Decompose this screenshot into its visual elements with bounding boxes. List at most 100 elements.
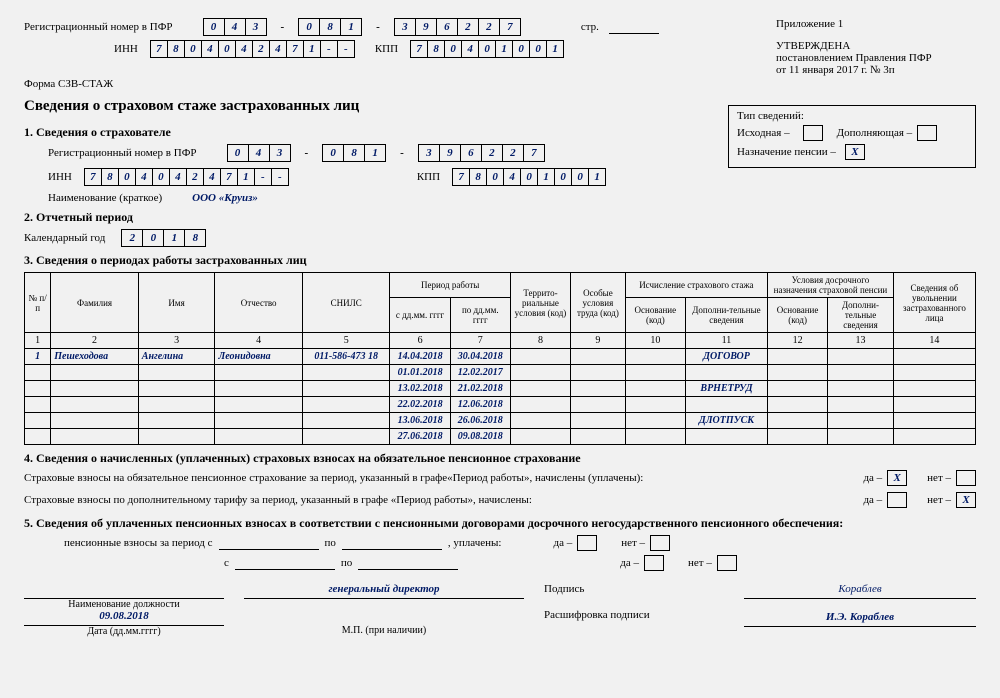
- pension-mark[interactable]: X: [845, 144, 865, 160]
- table-cell: [25, 429, 51, 445]
- table-cell: [302, 429, 390, 445]
- s5-po2: по: [341, 557, 352, 569]
- s5-no2: нет –: [688, 557, 712, 569]
- table-row: 27.06.201809.08.2018: [25, 429, 976, 445]
- s4-yes2: да –: [863, 494, 882, 506]
- digit-cell: 0: [571, 168, 589, 186]
- digit-cell: 4: [461, 40, 479, 58]
- table-cell: [768, 381, 828, 397]
- name-label: Наименование (краткое): [48, 192, 162, 204]
- digit-cell: 9: [439, 144, 461, 162]
- table-cell: 30.04.2018: [450, 349, 510, 365]
- s5-no-mark[interactable]: [650, 535, 670, 551]
- s4-yes1-mark[interactable]: X: [887, 470, 907, 486]
- table-cell: [625, 397, 685, 413]
- s1-reg1: 043: [227, 144, 291, 162]
- table-cell: [828, 429, 894, 445]
- digit-cell: 0: [444, 40, 462, 58]
- s4-no1-mark[interactable]: [956, 470, 976, 486]
- form-code: Форма СЗВ-СТАЖ: [24, 78, 976, 90]
- table-cell: [138, 413, 215, 429]
- col-num: 8: [510, 333, 570, 349]
- table-row: 22.02.201812.06.2018: [25, 397, 976, 413]
- s4-no1: нет –: [927, 472, 951, 484]
- s5-no2-mark[interactable]: [717, 555, 737, 571]
- digit-cell: 0: [203, 18, 225, 36]
- data-table: № п/п Фамилия Имя Отчество СНИЛС Период …: [24, 272, 976, 445]
- type-title: Тип сведений:: [737, 110, 967, 122]
- s5-yes-mark[interactable]: [577, 535, 597, 551]
- digit-cell: 4: [248, 144, 270, 162]
- table-cell: 26.06.2018: [450, 413, 510, 429]
- reg-part1: 043: [203, 18, 267, 36]
- digit-cell: 2: [252, 40, 270, 58]
- table-cell: ВРНЕТРУД: [685, 381, 767, 397]
- table-cell: [138, 381, 215, 397]
- digit-cell: 4: [503, 168, 521, 186]
- s4-line2: Страховые взносы по дополнительному тари…: [24, 494, 532, 506]
- date-label: Дата (дд.мм.гггг): [24, 626, 224, 637]
- decode-value: И.Э. Кораблев: [744, 611, 976, 627]
- table-cell: [571, 349, 626, 365]
- s4-no2-mark[interactable]: X: [956, 492, 976, 508]
- table-cell: [893, 381, 975, 397]
- table-cell: 1: [25, 349, 51, 365]
- section4-title: 4. Сведения о начисленных (уплаченных) с…: [24, 451, 976, 466]
- inn-boxes: 7804042471--: [150, 40, 355, 58]
- digit-cell: 7: [452, 168, 470, 186]
- th-name: Имя: [138, 273, 215, 333]
- digit-cell: 0: [322, 144, 344, 162]
- col-num: 12: [768, 333, 828, 349]
- table-cell: [625, 365, 685, 381]
- col-num: 10: [625, 333, 685, 349]
- table-cell: [25, 397, 51, 413]
- digit-cell: 7: [286, 40, 304, 58]
- s4-yes2-mark[interactable]: [887, 492, 907, 508]
- s5-no: нет –: [621, 537, 645, 549]
- digit-cell: 8: [184, 229, 206, 247]
- table-cell: 09.08.2018: [450, 429, 510, 445]
- digit-cell: 7: [150, 40, 168, 58]
- supplement-mark[interactable]: [917, 125, 937, 141]
- s5-po: по: [325, 537, 336, 549]
- table-cell: [215, 381, 303, 397]
- s5-s2: с: [224, 557, 229, 569]
- s5-yes2: да –: [620, 557, 639, 569]
- inn-label: ИНН: [114, 43, 138, 55]
- position-value: генеральный директор: [244, 583, 524, 599]
- digit-cell: 0: [184, 40, 202, 58]
- col-num: 14: [893, 333, 975, 349]
- table-cell: 22.02.2018: [390, 397, 450, 413]
- col-num: 4: [215, 333, 303, 349]
- digit-cell: 7: [523, 144, 545, 162]
- digit-cell: 1: [303, 40, 321, 58]
- s5-yes2-mark[interactable]: [644, 555, 664, 571]
- digit-cell: 4: [169, 168, 187, 186]
- table-cell: [215, 365, 303, 381]
- digit-cell: 2: [457, 18, 479, 36]
- th-to: по дд.мм. гггг: [450, 298, 510, 333]
- initial-mark[interactable]: [803, 125, 823, 141]
- table-cell: [685, 365, 767, 381]
- digit-cell: 0: [512, 40, 530, 58]
- digit-cell: 3: [394, 18, 416, 36]
- digit-cell: 1: [237, 168, 255, 186]
- table-cell: [51, 429, 139, 445]
- supplement-label: Дополняющая –: [837, 127, 913, 139]
- table-cell: [510, 381, 570, 397]
- digit-cell: 0: [520, 168, 538, 186]
- th-num: № п/п: [25, 273, 51, 333]
- table-cell: 01.01.2018: [390, 365, 450, 381]
- year-label: Календарный год: [24, 232, 105, 244]
- table-cell: [571, 381, 626, 397]
- table-cell: [828, 381, 894, 397]
- table-cell: [51, 365, 139, 381]
- table-cell: Леонидовна: [215, 349, 303, 365]
- table-cell: [51, 381, 139, 397]
- digit-cell: 0: [152, 168, 170, 186]
- table-cell: [571, 413, 626, 429]
- table-cell: [510, 397, 570, 413]
- th-period: Период работы: [390, 273, 510, 298]
- digit-cell: 7: [410, 40, 428, 58]
- digit-cell: 6: [436, 18, 458, 36]
